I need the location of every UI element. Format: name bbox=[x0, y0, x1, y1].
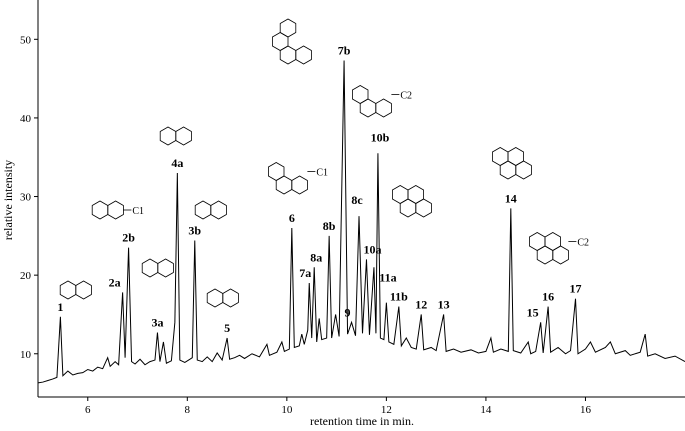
peak-label: 12 bbox=[415, 297, 427, 311]
peak-label: 3b bbox=[188, 224, 201, 238]
structure: C2 bbox=[529, 232, 589, 265]
peak-label: 7b bbox=[338, 44, 351, 58]
peak-label: 16 bbox=[542, 290, 554, 304]
trace bbox=[37, 60, 685, 384]
structure bbox=[271, 18, 312, 65]
y-tick-label: 10 bbox=[20, 349, 32, 361]
peak-label: 14 bbox=[505, 191, 517, 205]
ring bbox=[351, 85, 369, 104]
x-tick-label: 8 bbox=[185, 404, 191, 416]
structure bbox=[141, 258, 174, 278]
ring bbox=[529, 232, 546, 251]
x-tick-label: 12 bbox=[381, 404, 392, 416]
y-axis-title: relative intensity bbox=[1, 160, 15, 240]
y-tick-label: 20 bbox=[20, 270, 32, 282]
ring bbox=[75, 280, 92, 300]
y-tick-label: 30 bbox=[20, 192, 32, 204]
ring bbox=[141, 258, 159, 278]
ring bbox=[194, 200, 212, 220]
peak-label: 3a bbox=[151, 316, 163, 330]
peak-label: 15 bbox=[527, 305, 539, 319]
ring bbox=[507, 147, 524, 166]
structure bbox=[159, 126, 192, 146]
ring bbox=[206, 288, 224, 308]
structure bbox=[194, 200, 227, 220]
structure bbox=[391, 185, 432, 218]
peak-label: 2a bbox=[109, 275, 121, 289]
peak-label: 10a bbox=[363, 242, 381, 256]
structure: C1 bbox=[91, 200, 144, 220]
substituent-label: C2 bbox=[577, 238, 589, 249]
ring bbox=[157, 258, 174, 278]
peak-label: 8c bbox=[351, 193, 363, 207]
ring bbox=[375, 98, 392, 118]
peak-label: 13 bbox=[438, 297, 450, 311]
substituent-label: C1 bbox=[132, 206, 144, 217]
x-axis-title: retention time in min. bbox=[310, 414, 414, 428]
structure: C1 bbox=[267, 162, 328, 195]
y-tick-label: 40 bbox=[20, 113, 32, 125]
peak-label: 17 bbox=[570, 282, 582, 296]
peak-label: 7a bbox=[299, 266, 311, 280]
ring bbox=[295, 45, 312, 65]
ring bbox=[391, 185, 409, 204]
ring bbox=[279, 18, 297, 38]
structure: C2 bbox=[351, 85, 412, 118]
ring bbox=[222, 288, 239, 308]
peak-label: 11a bbox=[379, 270, 396, 284]
structure bbox=[206, 288, 239, 308]
peak-label: 8a bbox=[310, 250, 322, 264]
peak-label: 4a bbox=[171, 156, 183, 170]
ring bbox=[267, 162, 285, 181]
peak-label: 6 bbox=[289, 211, 295, 225]
peak-label: 9 bbox=[345, 305, 351, 319]
ring bbox=[210, 200, 227, 220]
ring bbox=[407, 185, 425, 204]
peak-label: 5 bbox=[224, 321, 230, 335]
ring bbox=[107, 200, 124, 220]
ring bbox=[59, 280, 77, 300]
x-tick-label: 14 bbox=[480, 404, 492, 416]
ring bbox=[175, 126, 192, 146]
y-tick-label: 50 bbox=[20, 34, 32, 46]
peak-label: 2b bbox=[122, 231, 135, 245]
x-tick-label: 10 bbox=[281, 404, 293, 416]
ring bbox=[91, 200, 109, 220]
substituent-label: C2 bbox=[400, 91, 412, 102]
peak-label: 8b bbox=[323, 219, 336, 233]
x-tick-label: 6 bbox=[85, 404, 91, 416]
ring bbox=[544, 232, 561, 251]
peak-label: 1 bbox=[57, 300, 63, 314]
ring bbox=[159, 126, 177, 146]
peak-label: 11b bbox=[390, 290, 408, 304]
ring bbox=[291, 175, 308, 195]
structure bbox=[491, 147, 532, 180]
structure bbox=[59, 280, 92, 300]
ring bbox=[491, 147, 509, 166]
substituent-label: C1 bbox=[316, 168, 328, 179]
x-tick-label: 16 bbox=[580, 404, 592, 416]
peak-label: 10b bbox=[371, 130, 390, 144]
